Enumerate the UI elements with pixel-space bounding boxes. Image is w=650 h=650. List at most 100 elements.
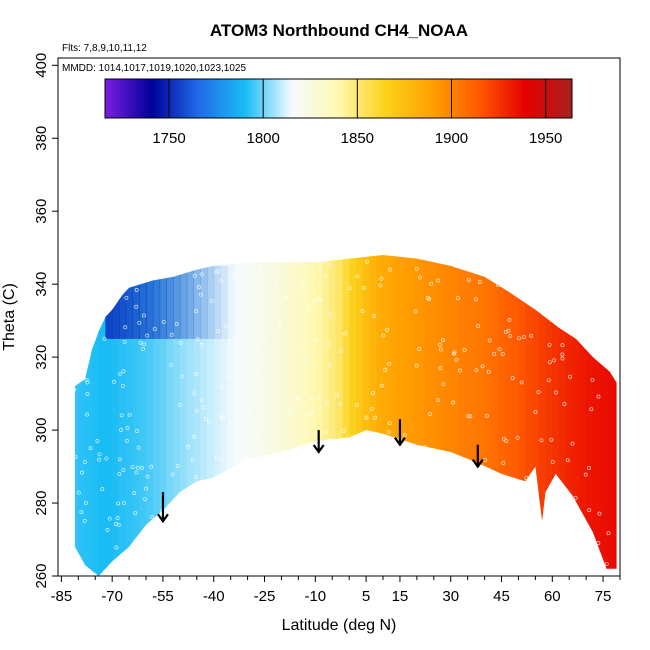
sample-point <box>426 518 431 523</box>
sample-point <box>441 338 446 343</box>
sample-point <box>376 509 381 514</box>
sample-point <box>480 364 485 369</box>
heatmap-cell <box>152 265 161 339</box>
sample-point <box>500 352 505 356</box>
sample-point <box>436 514 441 519</box>
sample-point <box>584 332 589 337</box>
sample-point <box>484 540 489 545</box>
heatmap-cell <box>132 265 140 339</box>
x-tick-label: -70 <box>101 588 123 605</box>
heatmap-cell <box>491 255 499 576</box>
sample-point <box>412 521 417 526</box>
sample-point <box>118 371 122 376</box>
sample-point <box>132 491 137 496</box>
sample-point <box>124 438 129 443</box>
sample-point <box>492 351 497 356</box>
sample-point <box>271 487 276 492</box>
sample-point <box>468 414 473 419</box>
sample-point <box>362 285 366 290</box>
sample-point <box>331 470 336 475</box>
sample-point <box>435 398 440 403</box>
heatmap-cell <box>518 255 526 576</box>
sample-point <box>169 332 174 337</box>
sample-point <box>82 460 87 464</box>
sample-point <box>256 371 261 376</box>
heatmap-cell <box>166 255 174 576</box>
sample-point <box>192 434 196 439</box>
sample-point <box>92 322 97 327</box>
sample-point <box>218 415 223 420</box>
sample-point <box>316 395 321 400</box>
sample-point <box>133 511 138 516</box>
heatmap-cell <box>464 255 472 576</box>
heatmap-cell <box>416 255 425 576</box>
sample-point <box>158 566 163 571</box>
sample-point <box>406 487 411 492</box>
sample-point <box>524 270 529 275</box>
sample-point <box>323 430 328 434</box>
sample-point <box>547 342 552 347</box>
sample-point <box>327 363 332 368</box>
x-tick-label: 30 <box>442 588 459 605</box>
sample-point <box>310 494 315 499</box>
sample-point <box>152 327 157 332</box>
heatmap-cell <box>525 255 533 576</box>
sample-point <box>124 295 129 300</box>
sample-point <box>335 392 340 397</box>
sample-point <box>113 560 118 565</box>
sample-point <box>198 292 203 297</box>
sample-point <box>140 465 144 470</box>
sample-point <box>428 412 433 416</box>
sample-point <box>451 562 456 567</box>
sample-point <box>352 497 356 502</box>
sample-point <box>212 548 217 553</box>
sample-point <box>203 491 208 496</box>
heatmap-cell <box>369 255 377 576</box>
sample-point <box>175 463 180 468</box>
sample-point <box>429 281 434 286</box>
heatmap-cell <box>498 255 506 576</box>
heatmap-cell <box>112 255 120 576</box>
flights-note: Flts: 7,8,9,10,11,12 <box>62 43 147 54</box>
sample-point <box>102 336 107 341</box>
sample-point <box>369 406 374 411</box>
sample-point <box>586 294 591 299</box>
heatmap-cell <box>200 255 208 576</box>
sample-point <box>248 558 253 563</box>
sample-point <box>378 499 382 504</box>
sample-point <box>560 352 565 357</box>
sample-point <box>307 449 312 454</box>
sample-point <box>383 461 388 466</box>
heatmap-cell <box>118 265 127 339</box>
heatmap-cell <box>606 255 614 576</box>
sample-point <box>560 356 565 361</box>
sample-point <box>216 268 221 273</box>
sample-point <box>221 552 225 557</box>
down-arrow-icon <box>157 492 169 524</box>
heatmap-cell <box>159 255 167 576</box>
heatmap-cell <box>383 255 391 576</box>
sample-point <box>516 545 521 550</box>
sample-point <box>264 489 269 493</box>
sample-point <box>530 557 535 562</box>
sample-point <box>364 259 369 264</box>
heatmap-cell <box>173 265 181 339</box>
x-tick-label: -40 <box>203 588 225 605</box>
y-tick-label: 320 <box>33 345 50 370</box>
sample-point <box>134 288 139 292</box>
colorbar-gradient <box>104 78 573 119</box>
sample-point <box>407 539 412 544</box>
sample-point <box>519 511 524 516</box>
sample-point <box>319 298 323 303</box>
sample-point <box>258 561 263 565</box>
sample-point <box>385 327 390 332</box>
sample-point <box>130 465 135 469</box>
sample-point <box>414 266 419 271</box>
sample-point <box>501 460 506 465</box>
sample-point <box>383 367 388 372</box>
heatmap-cell <box>477 255 486 576</box>
x-tick-label: 60 <box>544 588 561 605</box>
sample-point <box>565 458 570 463</box>
heatmap-cell <box>565 255 574 576</box>
sample-point <box>547 360 552 365</box>
